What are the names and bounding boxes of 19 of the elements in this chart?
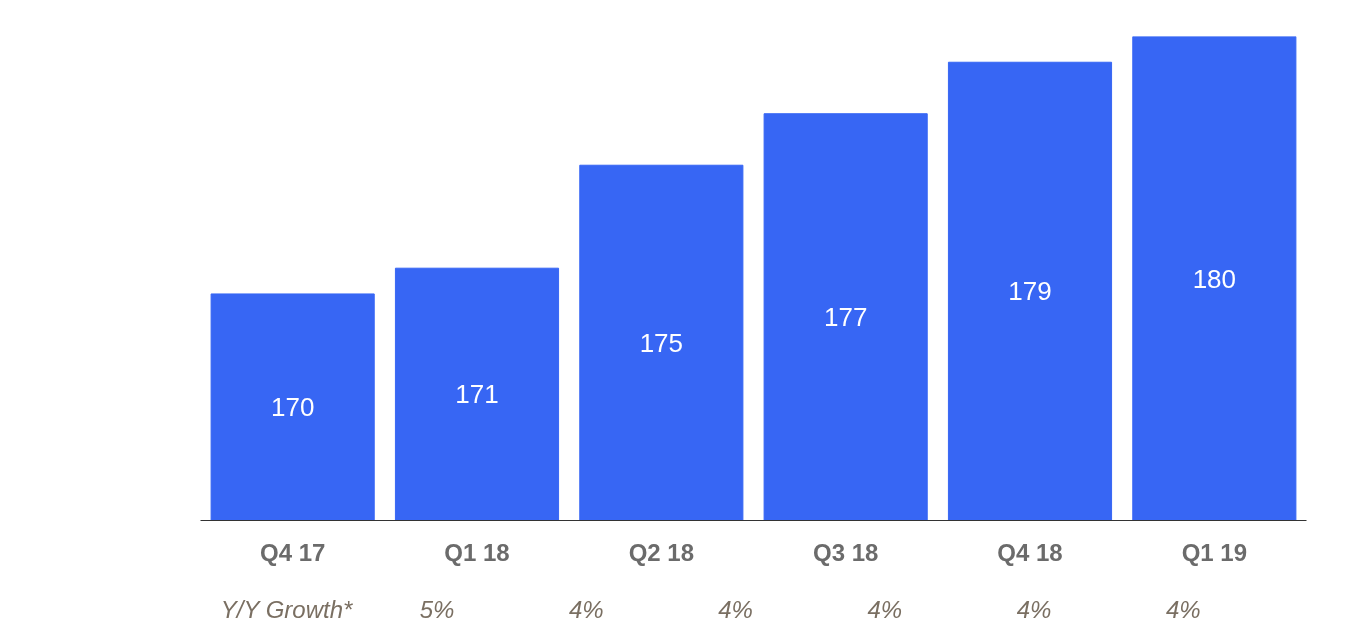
x-tick-label: Q1 18 — [444, 538, 510, 566]
data-label: 179 — [1008, 276, 1052, 307]
data-label: 170 — [270, 392, 315, 423]
text: 5% — [419, 596, 455, 624]
x-tick-label: Q1 19 — [1181, 538, 1248, 566]
data-label: 175 — [639, 327, 684, 358]
text: 4% — [867, 596, 903, 624]
data-label: 171 — [455, 379, 499, 410]
text: 4% — [718, 596, 753, 624]
text: 4% — [1165, 596, 1201, 624]
x-tick-label: Q3 18 — [812, 538, 879, 566]
x-tick-label: Q4 17 — [259, 538, 326, 566]
text: Y/Y Growth* — [220, 596, 354, 624]
text: 4% — [568, 596, 604, 624]
text: 4% — [1016, 596, 1052, 624]
data-label: 177 — [823, 302, 868, 333]
data-label: 180 — [1192, 263, 1237, 294]
x-tick-label: Q4 18 — [997, 538, 1063, 566]
x-tick-label: Q2 18 — [628, 538, 695, 566]
